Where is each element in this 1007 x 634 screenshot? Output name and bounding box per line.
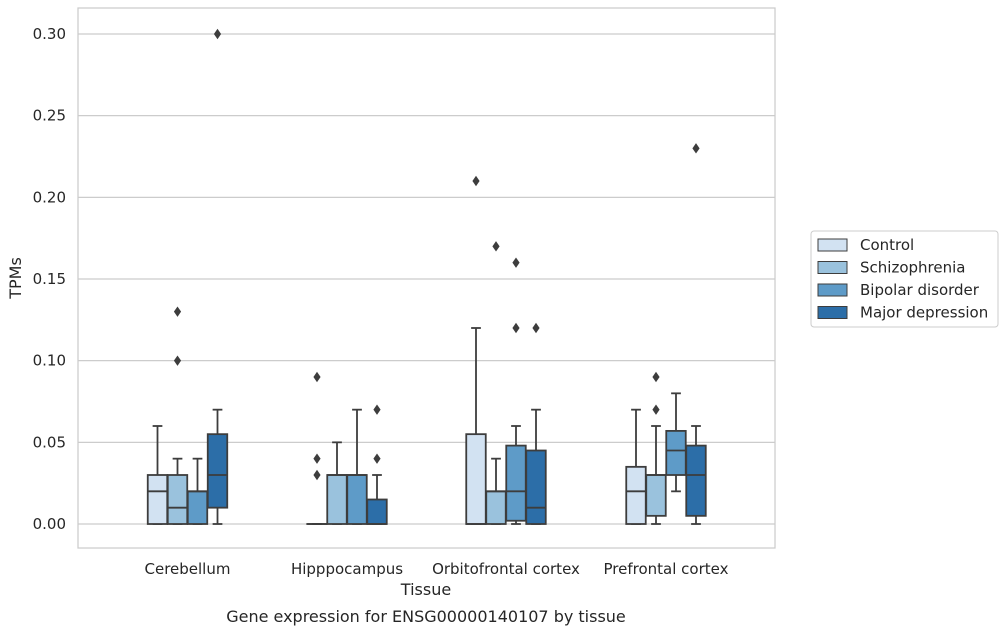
box-iqr [346, 474, 368, 525]
legend-label: Control [860, 236, 914, 254]
outlier-point [652, 371, 660, 383]
outlier-point [532, 322, 540, 334]
box-3-1 [366, 404, 388, 525]
box-iqr [685, 444, 707, 517]
box-0-0 [146, 425, 169, 525]
box-3-3 [685, 143, 707, 525]
legend-swatch [817, 283, 848, 297]
legend-label: Schizophrenia [860, 259, 965, 277]
x-tick-label: Cerebellum [145, 560, 231, 578]
y-tick-label: 0.00 [33, 515, 66, 533]
x-axis-title: Tissue [400, 580, 451, 599]
outlier-point [692, 143, 700, 154]
box-3-0 [206, 28, 229, 525]
outlier-point [213, 28, 222, 40]
box-series-group [146, 28, 707, 525]
box-iqr [206, 433, 229, 509]
box-iqr [505, 444, 527, 522]
y-tick-label: 0.15 [33, 270, 66, 288]
box-0-1 [306, 371, 328, 525]
box-1-0 [166, 306, 189, 525]
grid-lines [78, 33, 775, 525]
outlier-point [373, 453, 381, 464]
outlier-point [472, 175, 480, 187]
box-0-2 [465, 175, 487, 525]
outlier-point [652, 404, 660, 415]
box-2-3 [665, 392, 687, 493]
y-tick-label: 0.25 [33, 107, 66, 125]
x-axis-tick-labels: Cerebellum Hipppocampus Orbitofrontal cort… [145, 560, 729, 578]
outlier-point [313, 453, 321, 464]
outlier-point [313, 371, 321, 383]
y-axis-tick-labels: 0.00 0.05 0.10 0.15 0.20 0.25 0.30 [33, 25, 66, 533]
box-iqr [186, 490, 209, 525]
box-iqr [146, 474, 169, 525]
box-1-1 [326, 441, 348, 525]
x-tick-label: Hipppocampus [291, 560, 403, 578]
outlier-point [173, 306, 182, 317]
legend-swatch [817, 261, 848, 274]
box-2-0 [186, 457, 209, 525]
y-tick-label: 0.10 [33, 352, 66, 370]
y-tick-label: 0.30 [33, 25, 66, 43]
box-2-1 [346, 408, 368, 525]
box-3-2 [525, 322, 547, 525]
plot-frame [77, 7, 776, 549]
y-axis-title: TPMs [6, 257, 25, 300]
legend-label: Major depression [860, 304, 988, 322]
box-iqr [485, 490, 507, 525]
legend-swatch [817, 238, 848, 252]
outlier-point [492, 241, 500, 252]
outlier-point [512, 257, 520, 268]
legend-swatch [817, 306, 848, 319]
box-1-2 [485, 241, 507, 525]
legend-frame [810, 230, 999, 328]
y-tick-label: 0.05 [33, 433, 66, 451]
box-iqr [665, 429, 687, 476]
box-iqr [326, 474, 348, 525]
box-2-2 [505, 257, 527, 525]
box-iqr [625, 465, 647, 525]
outlier-point [173, 355, 182, 366]
outlier-point [313, 469, 321, 481]
box-1-3 [645, 371, 667, 525]
outlier-point [373, 404, 381, 415]
box-iqr [645, 474, 667, 517]
legend-label: Bipolar disorder [860, 281, 980, 299]
chart-caption: Gene expression for ENSG00000140107 by t… [226, 607, 626, 626]
box-iqr [366, 498, 388, 525]
y-tick-label: 0.20 [33, 188, 66, 206]
x-tick-label: Prefrontal cortex [604, 560, 729, 578]
box-iqr [166, 474, 189, 525]
outlier-point [512, 322, 520, 334]
x-tick-label: Orbitofrontal cortex [432, 560, 580, 578]
box-iqr [465, 433, 487, 525]
box-iqr [525, 449, 547, 525]
legend: Control Schizophrenia Bipolar disorder Majo… [810, 230, 999, 328]
box-0-3 [625, 408, 647, 525]
